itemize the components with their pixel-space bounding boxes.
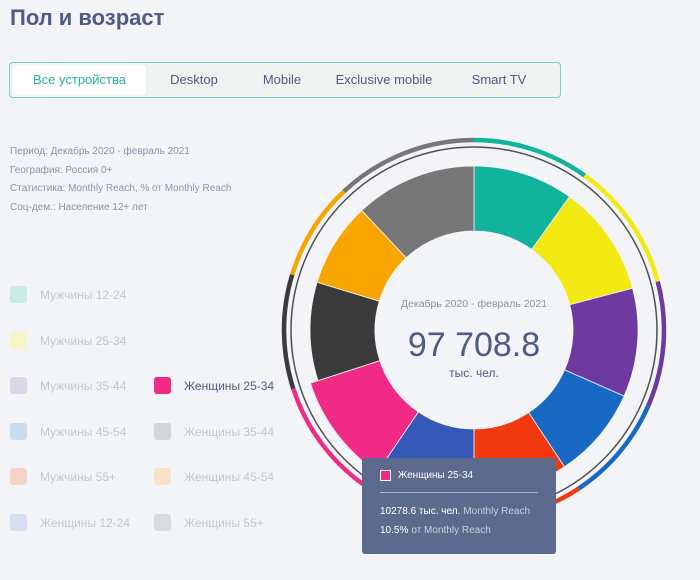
legend-label: Мужчины 55+ [40,469,117,484]
donut-slice-женщины-55+[interactable]: Женщины 55+ [361,165,475,259]
center-total-value: 97 708.8 [408,326,540,364]
legend-swatch [154,423,171,440]
center-period: Декабрь 2020 - февраль 2021 [401,298,547,310]
page-title: Пол и возраст [10,5,165,30]
center-unit: тыс. чел. [449,366,499,380]
ring-arc-женщины-25-34 [291,388,369,490]
legend-item-women-35-44[interactable]: Женщины 35-44 [154,423,274,440]
legend-item-men-12-24[interactable]: Мужчины 12-24 [10,286,126,303]
tab-mobile[interactable]: Mobile [262,72,302,87]
meta-geography: География: Россия 0+ [10,164,113,176]
legend-item-women-55-plus[interactable]: Женщины 55+ [154,514,264,531]
report-meta: Период: Декабрь 2020 - февраль 2021 Геог… [10,143,231,217]
tooltip-reach-row: 10278.6 тыс. чел. Monthly Reach [380,506,530,517]
legend-item-men-55-plus[interactable]: Мужчины 55+ [10,468,116,485]
ring-arc-мужчины-12-24 [473,137,587,178]
legend-label: Женщины 55+ [184,515,264,530]
legend-item-men-35-44[interactable]: Мужчины 35-44 [10,377,126,394]
legend-item-men-25-34[interactable]: Мужчины 25-34 [10,332,126,349]
legend-swatch [10,514,27,531]
legend-label: Женщины 25-34 [184,378,275,393]
tooltip-pct-row: 10.5% от Monthly Reach [380,525,491,536]
legend-item-women-45-54[interactable]: Женщины 45-54 [154,468,274,485]
legend-swatch [10,332,27,349]
legend-item-women-12-24[interactable]: Женщины 12-24 [10,514,130,531]
tooltip-divider [380,492,538,493]
tooltip-pct-sub: от Monthly Reach [411,525,491,536]
legend-label: Мужчины 35-44 [40,378,127,393]
tooltip-swatch [380,470,391,481]
tooltip-label: Женщины 25-34 [398,470,474,481]
legend-label: Женщины 12-24 [40,515,131,530]
legend-item-men-45-54[interactable]: Мужчины 45-54 [10,423,126,440]
ring-arc-мужчины-25-34 [583,173,660,283]
device-tabs: Все устройства Desktop Mobile Exclusive … [9,62,561,98]
ring-arc-женщины-35-44 [281,274,296,390]
legend-label: Женщины 45-54 [184,469,275,484]
ring-arc-женщины-45-54 [290,189,346,276]
legend-swatch [10,377,27,394]
tab-all-devices[interactable]: Все устройства [13,65,146,95]
legend-label: Мужчины 12-24 [40,287,127,302]
legend-label: Мужчины 45-54 [40,424,127,439]
ring-arc-мужчины-45-54 [577,405,650,491]
legend-label: Женщины 35-44 [184,424,275,439]
ring-arc-мужчины-35-44 [645,281,667,408]
meta-sociodem: Соц-дем.: Население 12+ лет [10,201,148,213]
legend-swatch [154,514,171,531]
tab-smart-tv[interactable]: Smart TV [471,72,527,87]
tab-desktop[interactable]: Desktop [170,72,218,87]
legend-swatch [10,423,27,440]
legend-swatch [10,286,27,303]
tooltip-reach-value: 10278.6 тыс. чел. [380,506,461,517]
ring-arc-женщины-55+ [342,137,475,194]
chart-tooltip: Женщины 25-34 10278.6 тыс. чел. Monthly R… [362,458,556,554]
tab-exclusive-mobile[interactable]: Exclusive mobile [335,72,433,87]
meta-period: Период: Декабрь 2020 - февраль 2021 [10,146,190,157]
legend-swatch [10,468,27,485]
meta-statistics: Статистика: Monthly Reach, % от Monthly … [10,183,232,194]
tooltip-reach-sub: Monthly Reach [463,506,531,517]
tooltip-header: Женщины 25-34 [380,470,473,481]
legend-swatch [154,377,171,394]
donut-slice-женщины-25-34[interactable]: Женщины 25-34 [309,360,419,473]
legend-swatch [154,468,171,485]
legend-item-women-25-34[interactable]: Женщины 25-34 [154,377,274,394]
legend-label: Мужчины 25-34 [40,333,127,348]
tooltip-pct-value: 10.5% [380,525,409,536]
